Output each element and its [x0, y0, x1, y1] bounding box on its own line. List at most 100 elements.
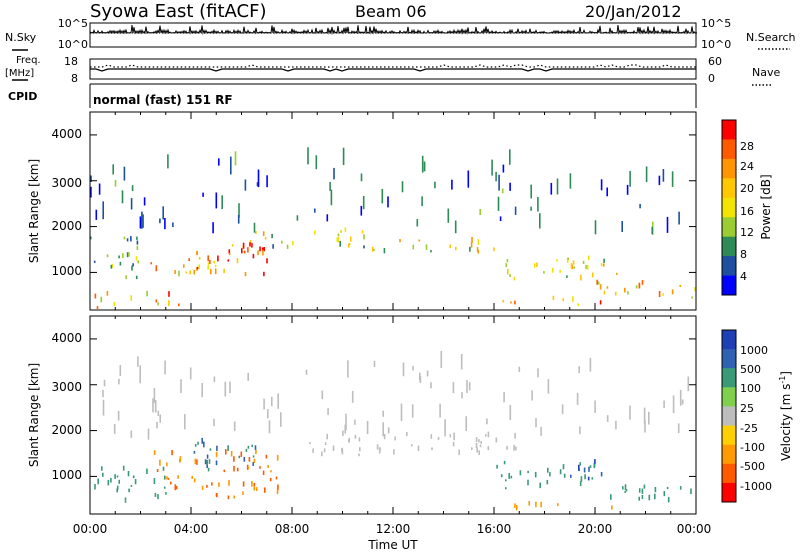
power-cell — [582, 260, 585, 264]
power-cell — [469, 246, 471, 252]
velocity-cell — [411, 444, 413, 447]
velocity-cell — [204, 459, 207, 465]
power-cell — [600, 179, 603, 191]
velocity-cell — [122, 465, 125, 471]
power-cell — [425, 244, 428, 250]
power-cell — [90, 236, 92, 240]
power-cell — [110, 264, 113, 269]
velocity-cell — [648, 411, 650, 425]
velocity-cell — [354, 419, 356, 425]
velocity-cell — [527, 470, 529, 474]
power-cell — [509, 149, 511, 165]
velocity-cell — [466, 380, 468, 393]
velocity-cell — [426, 370, 429, 377]
velocity-cell — [559, 469, 562, 475]
velocity-cell — [156, 469, 159, 472]
power-cell — [530, 184, 532, 199]
vel-cbar-tick-neg500: -500 — [740, 460, 765, 473]
freq-tick-bottom: 8 — [71, 72, 78, 85]
power-cell — [416, 219, 419, 227]
velocity-cell — [648, 494, 651, 501]
velocity-cell — [118, 479, 120, 484]
velocity-cell — [268, 420, 271, 434]
power-cell — [671, 289, 674, 295]
velocity-panel-frame — [89, 315, 697, 515]
power-cell — [493, 247, 495, 252]
power-cell — [585, 264, 587, 269]
xtick-0000: 00:00 — [73, 522, 108, 536]
power-cell — [501, 188, 504, 194]
power-cell — [183, 264, 185, 268]
power-cell — [509, 182, 511, 191]
velocity-cell — [400, 403, 403, 421]
velocity-cell — [137, 356, 139, 367]
power-cell — [505, 263, 508, 267]
velocity-cell — [505, 479, 507, 482]
velocity-cell — [102, 472, 104, 477]
velocity-cell — [534, 471, 537, 478]
velocity-cell — [253, 483, 256, 487]
velocity-cell — [411, 404, 414, 418]
power-cell — [349, 236, 352, 242]
power-cell — [121, 190, 124, 204]
power-cbar-tick-20: 20 — [740, 182, 754, 195]
velocity-cell — [193, 451, 196, 454]
velocity-cell — [479, 444, 482, 448]
power-axis-ticks — [89, 112, 697, 310]
power-cell — [266, 175, 268, 188]
velocity-cell — [508, 473, 510, 479]
velocity-cell — [513, 505, 516, 508]
vel-cbar-tick-500: 500 — [740, 363, 761, 376]
velocity-cell — [359, 447, 361, 452]
power-cell — [627, 291, 629, 295]
velocity-cell — [223, 469, 226, 473]
velocity-cell — [324, 442, 327, 445]
velocity-cell — [107, 479, 110, 486]
velocity-cell — [247, 372, 249, 381]
velocity-cell — [179, 459, 181, 463]
power-cell — [142, 214, 144, 228]
power-cell — [93, 260, 96, 263]
power-cell — [314, 230, 316, 235]
velocity-colorbar-block — [722, 482, 736, 503]
power-cell — [113, 301, 116, 307]
power-cell — [256, 182, 259, 187]
velocity-cell — [118, 378, 120, 385]
power-cell — [330, 189, 333, 206]
power-cell — [662, 293, 664, 296]
velocity-cell — [583, 467, 586, 473]
velocity-cell — [561, 404, 564, 415]
power-cell — [118, 255, 120, 259]
power-cell — [678, 211, 680, 225]
power-cell — [671, 171, 674, 187]
power-cell — [638, 282, 641, 289]
velocity-cell — [505, 487, 507, 490]
vel-cbar-tick-neg100: -100 — [740, 441, 765, 454]
velocity-cell — [191, 476, 193, 479]
power-cell — [307, 147, 309, 165]
freq-unit: [MHz] — [5, 68, 34, 79]
power-cell — [348, 243, 350, 248]
velocity-cell — [641, 488, 644, 494]
velocity-cbar-label-end: ] — [779, 371, 793, 376]
power-cell — [641, 280, 644, 285]
power-cell — [651, 226, 653, 235]
velocity-cell — [342, 430, 344, 437]
velocity-cell — [584, 474, 586, 480]
velocity-cell — [139, 365, 141, 384]
velocity-cell — [275, 476, 278, 480]
cpid-label: CPID — [8, 90, 37, 103]
velocity-cell — [358, 437, 361, 442]
power-cell — [329, 182, 331, 191]
velocity-cell — [270, 470, 272, 473]
power-cell — [188, 258, 190, 261]
velocity-cell — [475, 437, 478, 442]
power-cell — [112, 164, 114, 175]
power-cell — [257, 169, 260, 188]
velocity-cell — [578, 464, 580, 471]
velocity-cell — [496, 464, 498, 469]
velocity-cell — [666, 486, 669, 490]
velocity-cell — [94, 483, 96, 490]
velocity-cell — [184, 414, 186, 430]
power-cell — [434, 181, 436, 189]
